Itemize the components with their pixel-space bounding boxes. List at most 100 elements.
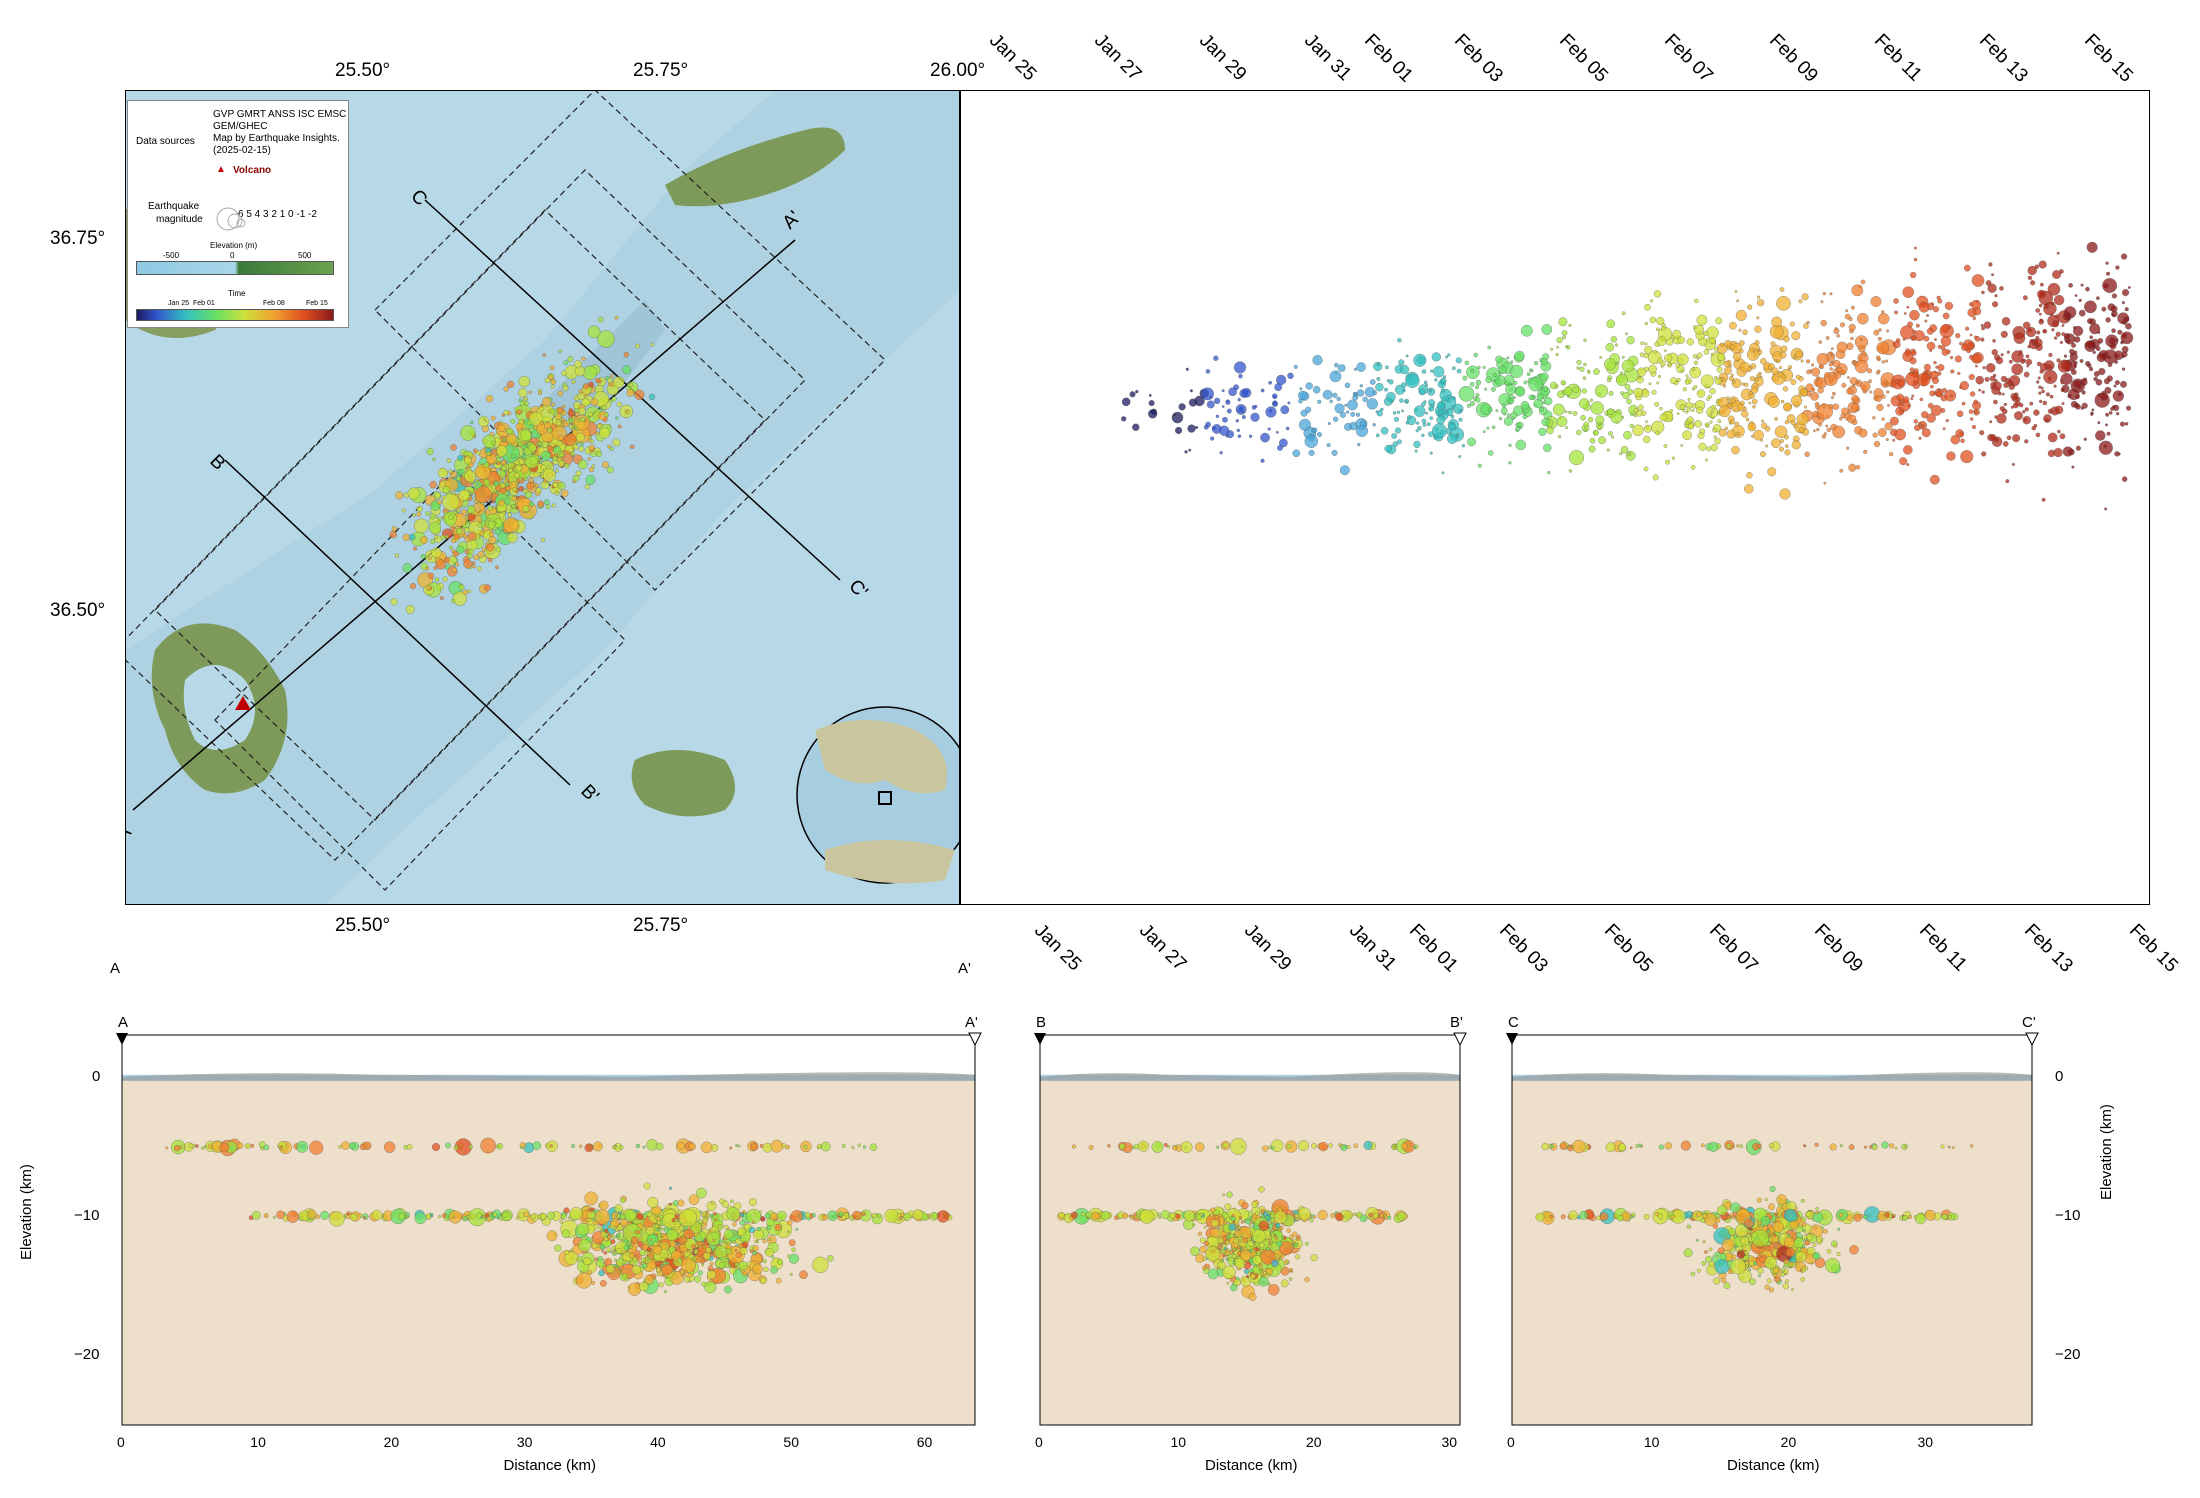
timeline-quake-point bbox=[1593, 368, 1600, 375]
timeline-quake-point bbox=[1935, 390, 1942, 398]
timeline-quake-point bbox=[2006, 350, 2010, 354]
section-quake-point bbox=[1891, 1214, 1895, 1218]
timeline-quake-point bbox=[1930, 404, 1942, 416]
section-quake-point bbox=[633, 1209, 637, 1213]
section-quake-point bbox=[1599, 1212, 1609, 1221]
map-quake-point bbox=[515, 422, 524, 431]
section-quake-point bbox=[1759, 1256, 1766, 1263]
timeline-quake-point bbox=[2038, 303, 2043, 308]
section-quake-point bbox=[1826, 1249, 1832, 1254]
timeline-quake-point bbox=[1974, 335, 1978, 339]
map-quake-cluster bbox=[389, 315, 656, 614]
timeline-quake-point bbox=[1487, 407, 1493, 413]
timeline-quake-point bbox=[1541, 418, 1550, 427]
timeline-quake-point bbox=[1415, 429, 1419, 433]
timeline-quake-point bbox=[1913, 246, 1917, 250]
section-quake-point bbox=[1728, 1227, 1736, 1236]
timeline-quake-point bbox=[1761, 419, 1765, 423]
section-x-label: Distance (km) bbox=[1727, 1457, 1820, 1474]
timeline-quake-point bbox=[1846, 387, 1853, 395]
section-quake-point bbox=[610, 1218, 620, 1228]
timeline-quake-point bbox=[1568, 323, 1572, 327]
timeline-quake-point bbox=[1682, 387, 1687, 392]
section-quake-point bbox=[1815, 1206, 1819, 1211]
section-quake-point bbox=[554, 1244, 562, 1252]
map-quake-point bbox=[442, 485, 451, 494]
timeline-quake-point bbox=[1582, 376, 1587, 380]
section-quake-point bbox=[1281, 1235, 1285, 1240]
section-quake-point bbox=[683, 1228, 694, 1239]
timeline-quake-point bbox=[1817, 387, 1824, 394]
section-x-tick: 10 bbox=[1644, 1434, 1660, 1450]
section-quake-point bbox=[371, 1209, 383, 1221]
timeline-quake-point bbox=[2022, 321, 2031, 330]
timeline-quake-point bbox=[1738, 328, 1742, 332]
section-quake-point bbox=[1764, 1284, 1770, 1290]
timeline-quake-point bbox=[2063, 333, 2071, 340]
section-quake-point bbox=[936, 1210, 950, 1223]
timeline-quake-point bbox=[2022, 358, 2026, 362]
section-quake-point bbox=[1708, 1247, 1713, 1252]
timeline-quake-point bbox=[1265, 406, 1277, 418]
section-quake-point bbox=[584, 1143, 594, 1153]
timeline-quake-point bbox=[2079, 359, 2084, 363]
timeline-bottom-tick: Feb 05 bbox=[1600, 920, 1657, 977]
section-quake-point bbox=[678, 1236, 688, 1245]
section-quake-point bbox=[523, 1211, 529, 1217]
timeline-quake-point bbox=[1981, 290, 1985, 295]
timeline-quake-point bbox=[1933, 360, 1937, 365]
timeline-quake-point bbox=[1329, 399, 1333, 404]
section-quake-point bbox=[1260, 1209, 1266, 1214]
section-quake-point bbox=[696, 1187, 707, 1199]
section-quake-point bbox=[1736, 1144, 1740, 1148]
timeline-quake-point bbox=[1219, 451, 1223, 455]
timeline-quake-point bbox=[1694, 298, 1699, 304]
section-quake-point bbox=[1773, 1213, 1777, 1217]
section-quake-point bbox=[827, 1210, 838, 1221]
map-quake-point bbox=[452, 567, 457, 573]
section-x-tick: 60 bbox=[917, 1434, 933, 1450]
timeline-quake-point bbox=[1877, 336, 1882, 341]
section-quake-point bbox=[1209, 1213, 1214, 1218]
timeline-quake-point bbox=[1711, 404, 1716, 410]
timeline-quake-point bbox=[2059, 340, 2063, 345]
timeline-quake-point bbox=[1375, 433, 1380, 438]
timeline-quake-point bbox=[1209, 395, 1213, 400]
map-quake-point bbox=[596, 450, 603, 457]
timeline-quake-point bbox=[1659, 407, 1663, 411]
timeline-quake-point bbox=[1329, 370, 1342, 383]
section-x-tick: 0 bbox=[117, 1434, 125, 1450]
map-quake-point bbox=[473, 554, 480, 561]
section-quake-point bbox=[616, 1213, 621, 1219]
timeline-quake-point bbox=[1676, 377, 1681, 382]
section-quake-point bbox=[398, 1212, 405, 1220]
timeline-quake-point bbox=[1458, 385, 1475, 402]
section-x-tick: 0 bbox=[1035, 1434, 1043, 1450]
section-quake-point bbox=[1769, 1185, 1776, 1193]
timeline-quake-point bbox=[1730, 398, 1736, 404]
timeline-quake-point bbox=[1564, 410, 1568, 414]
section-quake-point bbox=[1233, 1279, 1241, 1286]
timeline-quake-point bbox=[1915, 323, 1920, 328]
timeline-quake-point bbox=[1930, 384, 1934, 389]
timeline-quake-point bbox=[1189, 389, 1193, 393]
section-quake-point bbox=[1211, 1219, 1219, 1228]
timeline-quake-point bbox=[1473, 352, 1478, 358]
section-quake-point bbox=[762, 1259, 767, 1264]
timeline-quake-point bbox=[1672, 329, 1682, 339]
timeline-quake-point bbox=[2105, 261, 2109, 265]
volcano-marker bbox=[235, 696, 251, 710]
timeline-quake-point bbox=[1587, 416, 1594, 423]
map-quake-point bbox=[494, 528, 501, 536]
timeline-quake-point bbox=[1388, 379, 1394, 385]
map-quake-point bbox=[538, 441, 543, 446]
timeline-quake-point bbox=[1659, 413, 1668, 422]
timeline-quake-point bbox=[1909, 271, 1917, 279]
section-quake-point bbox=[752, 1251, 757, 1256]
section-quake-point bbox=[749, 1249, 754, 1254]
section-quake-point bbox=[564, 1249, 570, 1255]
timeline-quake-point bbox=[1938, 388, 1941, 392]
timeline-quake-point bbox=[1588, 445, 1596, 453]
timeline-quake-point bbox=[2098, 440, 2113, 455]
section-quake-point bbox=[1266, 1272, 1271, 1277]
